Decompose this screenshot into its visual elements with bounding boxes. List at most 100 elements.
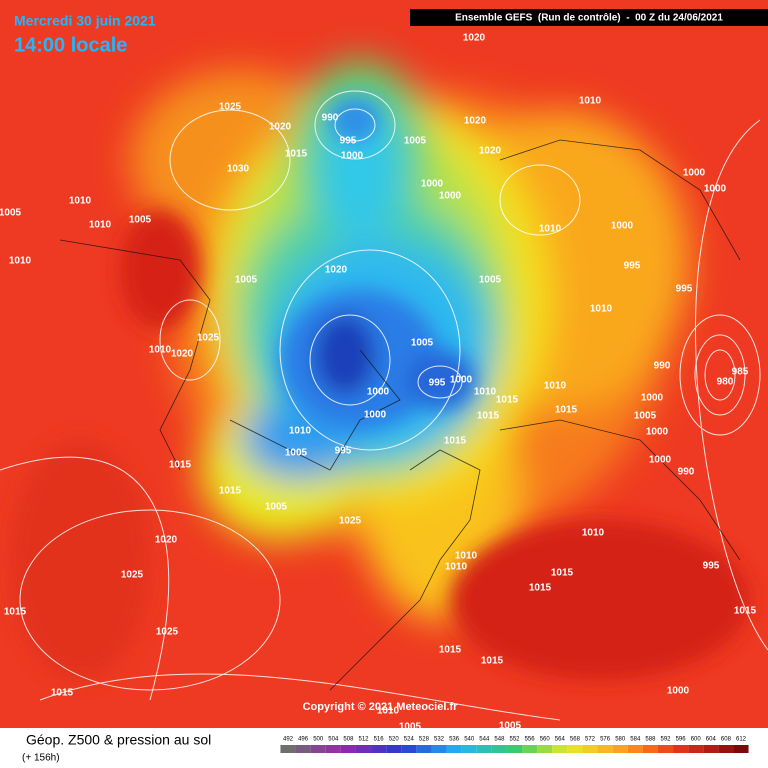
isobar-label: 1005: [479, 275, 502, 286]
scale-label: 492: [283, 737, 294, 743]
scale-swatch: [340, 745, 356, 753]
scale-label: 592: [660, 737, 671, 743]
scale-swatch: [386, 745, 402, 753]
isobar-label: 1010: [89, 220, 112, 231]
isobar-label: 1005: [235, 275, 258, 286]
scale-swatch: [582, 745, 598, 753]
scale-swatch: [657, 745, 674, 753]
scale-swatch: [491, 745, 507, 753]
scale-swatch: [733, 745, 749, 753]
scale-label: 564: [555, 737, 566, 743]
isobar-label: 1020: [464, 116, 487, 127]
isobar-label: 1010: [377, 706, 400, 717]
scale-swatch: [688, 745, 704, 753]
scale-swatch: [627, 745, 643, 753]
scale-label: 540: [464, 737, 475, 743]
isobar-label: 1005: [411, 338, 434, 349]
isobar-label: 1025: [197, 333, 220, 344]
isobar-label: 1015: [481, 656, 504, 667]
scale-label: 516: [374, 737, 385, 743]
scale-label: 536: [449, 737, 460, 743]
isobar-label: 1015: [551, 568, 574, 579]
isobar-label: 1015: [529, 583, 552, 594]
isobar-label: 1025: [339, 516, 362, 527]
scale-swatch: [355, 745, 372, 753]
isobar-label: 990: [678, 467, 695, 478]
scale-label: 544: [479, 737, 490, 743]
scale-label: 572: [585, 737, 596, 743]
isobar-label: 1010: [289, 426, 312, 437]
scale-swatch: [371, 745, 387, 753]
isobar-label: 1030: [227, 164, 250, 175]
model-box: [410, 9, 768, 26]
scale-swatch: [718, 745, 734, 753]
scale-label: 600: [691, 737, 702, 743]
isobar-label: 1000: [421, 179, 444, 190]
scale-swatch: [401, 745, 417, 753]
copyright: Copyright © 2021 Meteociel.fr: [303, 701, 459, 713]
scale-swatch: [642, 745, 658, 753]
isobar-label: 1010: [455, 551, 478, 562]
isobar-label: 1000: [667, 686, 690, 697]
isobar-label: 1020: [479, 146, 502, 157]
legend-title: Géop. Z500 & pression au sol: [26, 732, 211, 748]
isobar-label: 1005: [0, 208, 22, 219]
isobar-label: 1015: [555, 405, 578, 416]
isobar-label: 1010: [9, 256, 32, 267]
scale-label: 512: [358, 737, 369, 743]
isobar-label: 1010: [445, 562, 468, 573]
isobar-label: 1000: [649, 455, 672, 466]
scale-label: 588: [645, 737, 656, 743]
scale-swatch: [325, 745, 341, 753]
scale-label: 568: [570, 737, 581, 743]
isobar-label: 1020: [325, 265, 348, 276]
scale-label: 520: [389, 737, 400, 743]
isobar-label: 1010: [539, 224, 562, 235]
scale-label: 596: [676, 737, 687, 743]
scale-swatch: [567, 745, 583, 753]
isobar-label: 980: [717, 377, 734, 388]
scale-label: 612: [736, 737, 747, 743]
isobar-label: 1015: [169, 460, 192, 471]
isobar-label: 1000: [646, 427, 669, 438]
scale-label: 560: [540, 737, 551, 743]
scale-label: 528: [419, 737, 430, 743]
isobar-label: 1015: [51, 688, 74, 699]
isobar-label: 1025: [219, 102, 242, 113]
isobar-label: 990: [322, 113, 339, 124]
isobar-label: 1010: [149, 345, 172, 356]
isobar-label: 1015: [444, 436, 467, 447]
isobar-label: 1000: [683, 168, 706, 179]
scale-swatch: [552, 745, 568, 753]
isobar-label: 1010: [582, 528, 605, 539]
scale-label: 496: [298, 737, 309, 743]
isobar-label: 1015: [734, 606, 757, 617]
scale-swatch: [280, 745, 296, 753]
scale-swatch: [506, 745, 523, 753]
isobar-label: 1020: [171, 349, 194, 360]
scale-swatch: [295, 745, 311, 753]
scale-swatch: [597, 745, 613, 753]
scale-swatch: [612, 745, 628, 753]
scale-swatch: [431, 745, 447, 753]
scale-label: 552: [509, 737, 520, 743]
scale-label: 548: [494, 737, 505, 743]
isobar-label: 1005: [285, 448, 308, 459]
height-field: [0, 0, 768, 728]
scale-label: 524: [404, 737, 415, 743]
scale-label: 576: [600, 737, 611, 743]
scale-label: 556: [525, 737, 536, 743]
isobar-label: 1020: [463, 33, 486, 44]
isobar-label: 1005: [499, 721, 522, 732]
isobar-label: 1015: [4, 607, 27, 618]
scale-swatch: [416, 745, 432, 753]
isobar-label: 1010: [579, 96, 602, 107]
scale-swatch: [673, 745, 689, 753]
isobar-label: 1005: [404, 136, 427, 147]
scale-label: 608: [721, 737, 732, 743]
isobar-label: 995: [340, 136, 357, 147]
isobar-label: 1025: [121, 570, 144, 581]
scale-label: 508: [343, 737, 354, 743]
isobar-label: 1005: [265, 502, 288, 513]
